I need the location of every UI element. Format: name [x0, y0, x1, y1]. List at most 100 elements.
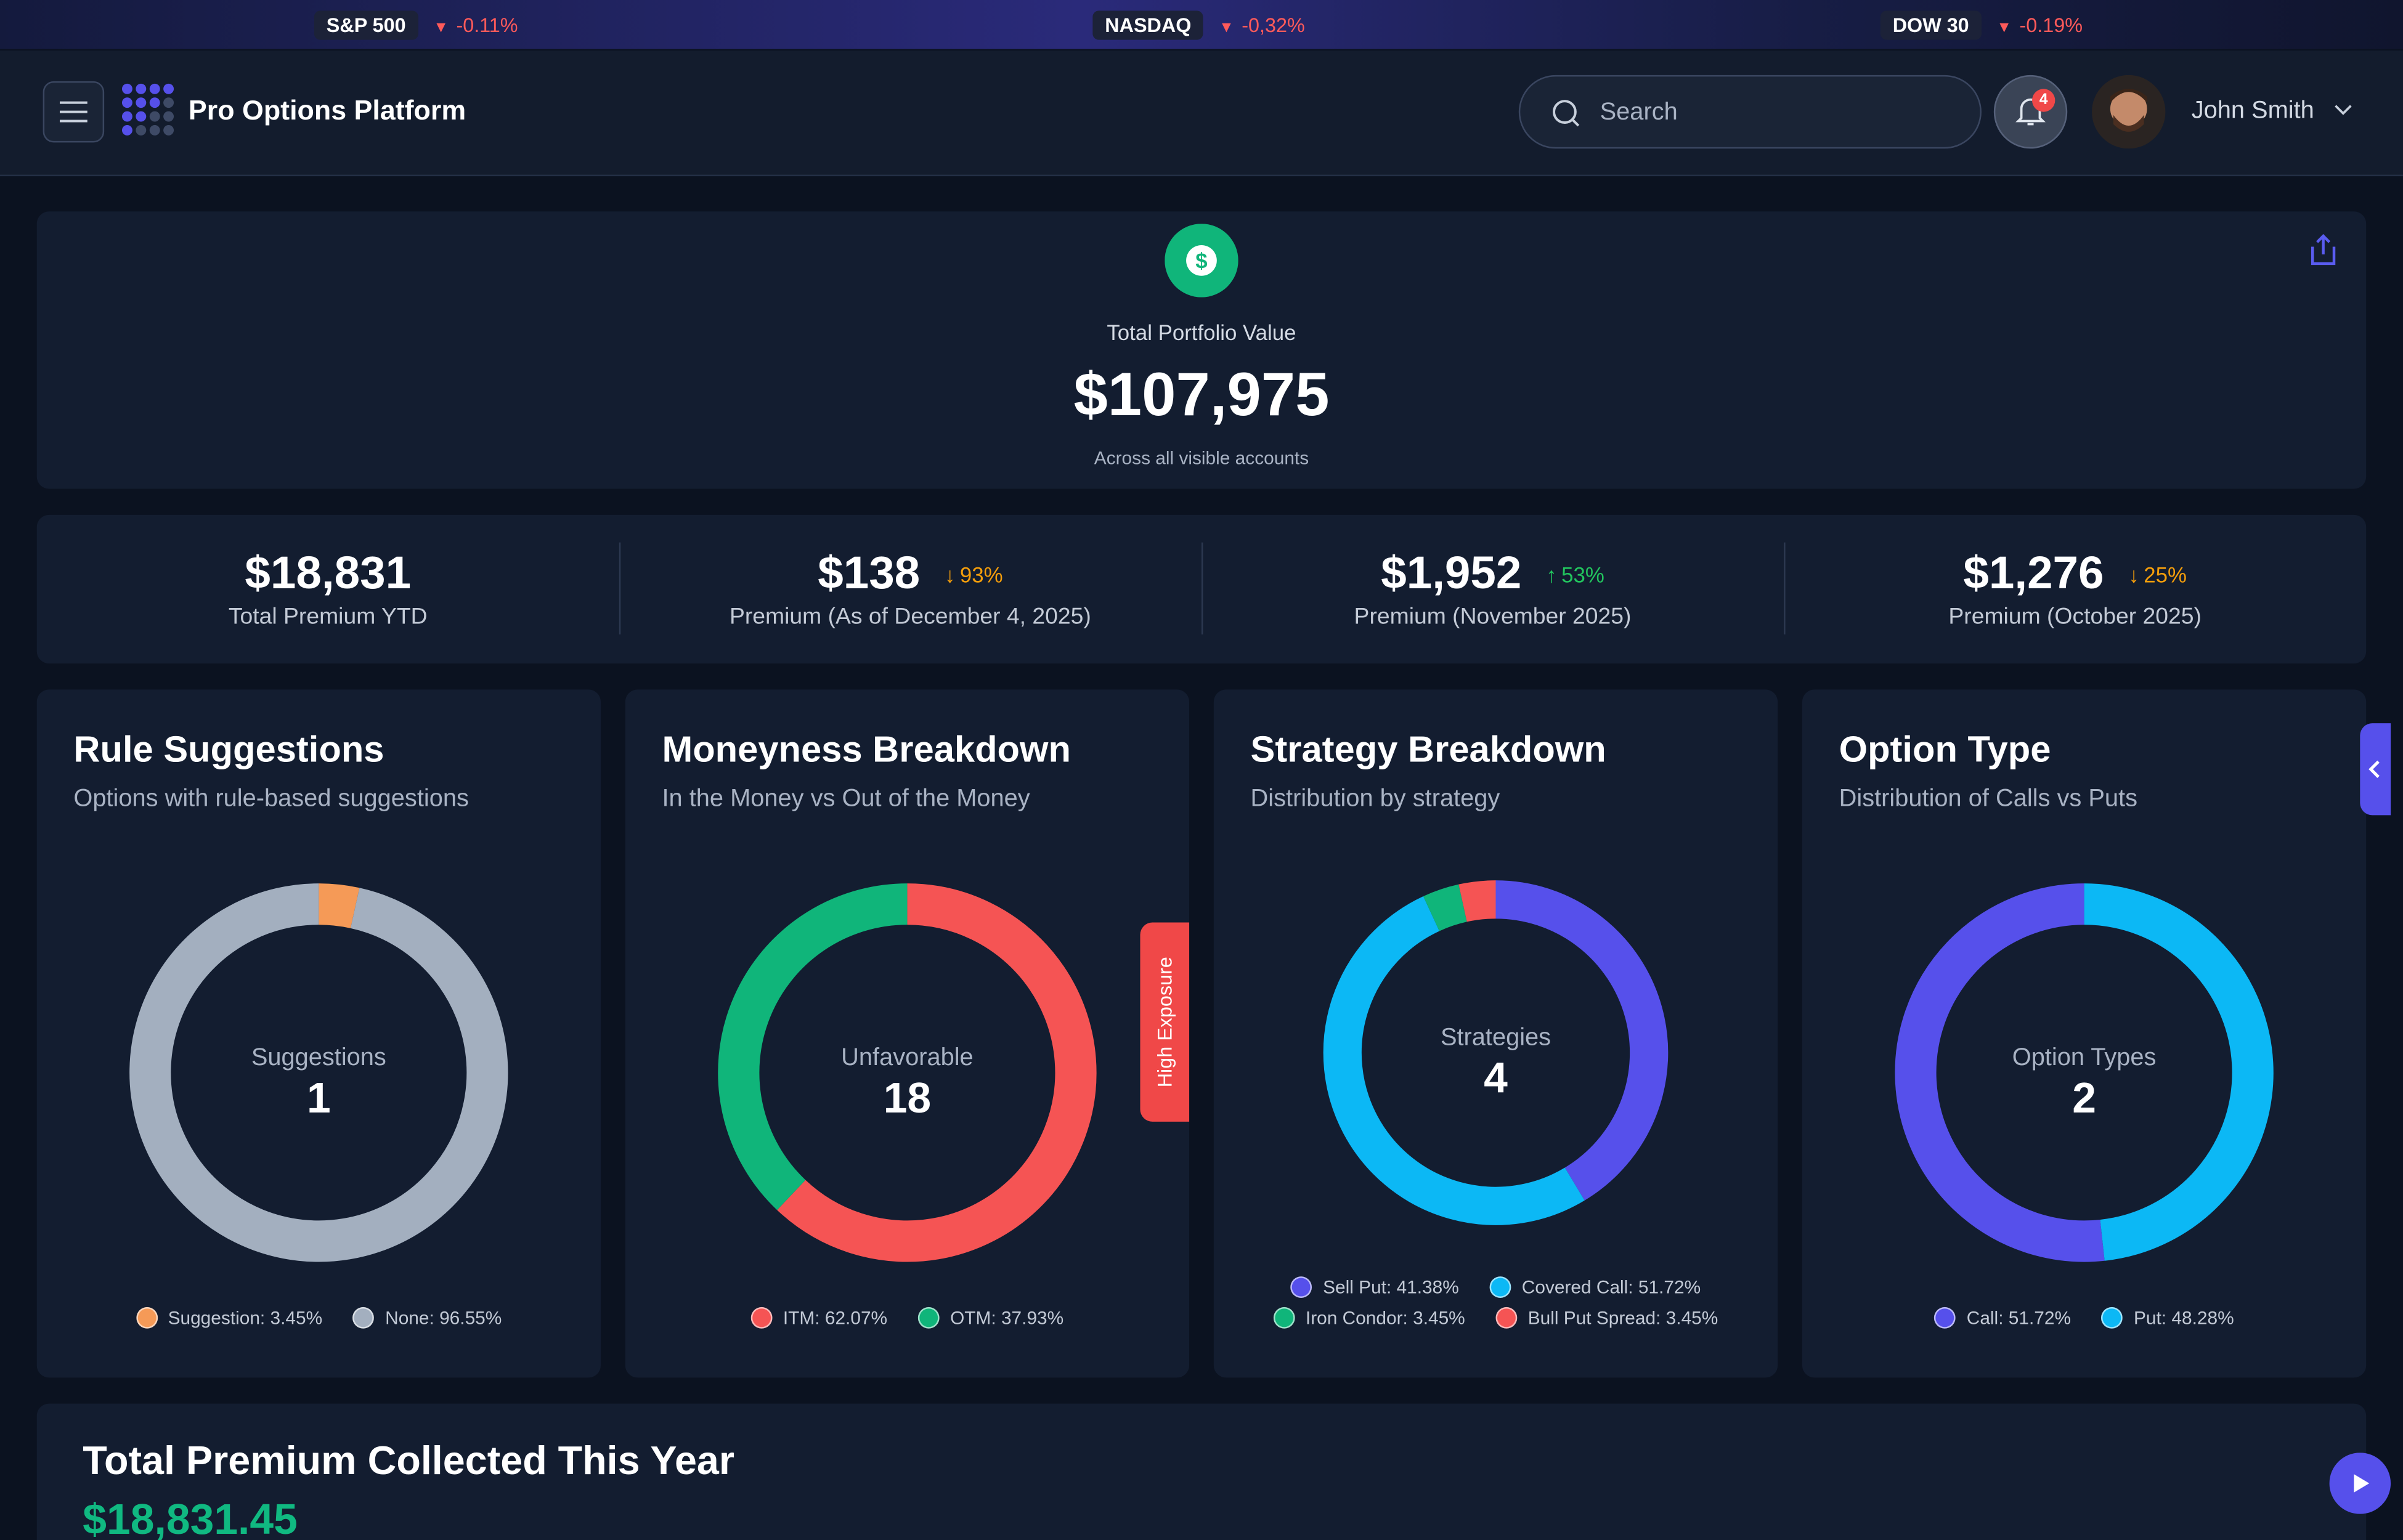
- donut-segment: [718, 883, 908, 1210]
- legend-label: Bull Put Spread: 3.45%: [1527, 1307, 1718, 1329]
- avatar[interactable]: [2092, 75, 2166, 149]
- legend-item: Call: 51.72%: [1934, 1307, 2071, 1329]
- breakdown-card: Moneyness Breakdown In the Money vs Out o…: [625, 689, 1190, 1378]
- card-subtitle: Distribution of Calls vs Puts: [1839, 786, 2137, 813]
- legend-swatch: [1290, 1276, 1312, 1298]
- legend: Suggestion: 3.45% None: 96.55%: [81, 1307, 556, 1329]
- ticker-change-wrap: ▼ -0.19%: [1996, 13, 2083, 36]
- stat: $18,831 Total Premium YTD: [37, 515, 619, 663]
- premium-card: Total Premium Collected This Year $18,83…: [36, 1403, 2367, 1540]
- user-name[interactable]: John Smith: [2191, 98, 2314, 124]
- ticker-item: NASDAQ ▼ -0,32%: [1092, 9, 1305, 40]
- premium-title: Total Premium Collected This Year: [83, 1437, 735, 1483]
- legend-swatch: [917, 1307, 940, 1329]
- premium-value: $18,831.45: [83, 1495, 298, 1540]
- stat: $1,276 ↓ 25% Premium (October 2025): [1784, 515, 2366, 663]
- legend: ITM: 62.07% OTM: 37.93%: [670, 1307, 1145, 1329]
- card-subtitle: Options with rule-based suggestions: [73, 786, 469, 813]
- app-title: Pro Options Platform: [188, 95, 466, 126]
- breakdown-card: Rule Suggestions Options with rule-based …: [36, 689, 601, 1378]
- high-exposure-tab[interactable]: High Exposure: [1140, 922, 1190, 1122]
- notification-badge: 4: [2032, 89, 2055, 112]
- stats-card: $18,831 Total Premium YTD $138 ↓ 93% Premium …: [36, 514, 2367, 664]
- legend-item: Bull Put Spread: 3.45%: [1495, 1307, 1718, 1329]
- legend-label: Suggestion: 3.45%: [168, 1307, 323, 1329]
- logo-dot: [121, 124, 132, 136]
- legend-swatch: [1273, 1307, 1295, 1329]
- menu-icon: [60, 101, 87, 123]
- donut-chart: Strategies 4: [1323, 880, 1669, 1225]
- donut-chart: Option Types 2: [1895, 883, 2274, 1262]
- card-subtitle: Distribution by strategy: [1250, 786, 1500, 813]
- header: Pro Options Platform Search 4 John Smith: [0, 51, 2403, 177]
- stat-value: $1,952: [1381, 548, 1522, 599]
- donut-segment: [1495, 880, 1669, 1201]
- donut-segment: [1423, 884, 1468, 931]
- donut-center-value: 18: [884, 1074, 931, 1122]
- legend-label: ITM: 62.07%: [783, 1307, 888, 1329]
- stat-row: $1,952 ↑ 53%: [1202, 549, 1784, 601]
- ticker-change-wrap: ▼ -0,32%: [1219, 13, 1305, 36]
- card-subtitle: In the Money vs Out of the Money: [662, 786, 1030, 813]
- dollar-icon: $: [1165, 224, 1238, 298]
- stat: $1,952 ↑ 53% Premium (November 2025): [1202, 515, 1784, 663]
- logo-dot: [136, 83, 147, 94]
- logo-dot: [121, 111, 132, 122]
- stat-change-wrap: ↑ 53%: [1546, 562, 1604, 587]
- portfolio-note: Across all visible accounts: [1094, 447, 1309, 469]
- donut-segment: [318, 883, 360, 929]
- down-arrow: ▼: [433, 19, 449, 36]
- donut-segment: [1895, 883, 2105, 1262]
- legend: Sell Put: 41.38% Covered Call: 51.72% Iron…: [1258, 1276, 1733, 1329]
- search-box[interactable]: Search: [1518, 75, 1982, 149]
- change-arrow: ↓: [945, 562, 956, 587]
- svg-text:$: $: [1195, 249, 1207, 273]
- ticker-bar: S&P 500 ▼ -0.11% NASDAQ ▼ -0,32% DOW 30 ▼ -0.19%: [0, 0, 2403, 49]
- side-panel-toggle[interactable]: [2360, 723, 2391, 816]
- user-chevron[interactable]: [2333, 103, 2354, 118]
- search-placeholder: Search: [1600, 99, 1678, 126]
- stat-row: $1,276 ↓ 25%: [1784, 549, 2366, 601]
- play-button[interactable]: [2329, 1453, 2391, 1514]
- stat: $138 ↓ 93% Premium (As of December 4, 2025): [619, 515, 1202, 663]
- card-title: Rule Suggestions: [73, 729, 384, 771]
- change-arrow: ↑: [1546, 562, 1557, 587]
- legend-label: None: 96.55%: [385, 1307, 502, 1329]
- logo-dot: [149, 83, 160, 94]
- logo-dot: [163, 97, 174, 108]
- logo: [121, 83, 174, 136]
- menu-button[interactable]: [43, 81, 105, 143]
- donut-center-value: 4: [1484, 1054, 1508, 1102]
- notification-button[interactable]: 4: [1993, 75, 2068, 149]
- stat-label: Premium (As of December 4, 2025): [729, 604, 1091, 630]
- donut-chart: Suggestions 1: [129, 883, 508, 1262]
- donut-center-value: 2: [2072, 1074, 2096, 1122]
- donut-center-label: Suggestions: [251, 1044, 386, 1071]
- legend-swatch: [352, 1307, 375, 1329]
- logo-dot: [149, 97, 160, 108]
- stat-label: Premium (October 2025): [1948, 604, 2202, 630]
- legend-item: Put: 48.28%: [2101, 1307, 2234, 1329]
- search-icon: [1553, 100, 1580, 127]
- logo-dot: [136, 124, 147, 136]
- stat-change-wrap: ↓ 25%: [2128, 562, 2187, 587]
- legend-label: Put: 48.28%: [2133, 1307, 2234, 1329]
- ticker-item: S&P 500 ▼ -0.11%: [314, 9, 518, 40]
- share-button[interactable]: [2308, 233, 2339, 267]
- logo-dot: [136, 111, 147, 122]
- logo-dot: [121, 97, 132, 108]
- logo-dot: [149, 111, 160, 122]
- ticker-change: -0,32%: [1242, 13, 1305, 36]
- portfolio-label: Total Portfolio Value: [1107, 320, 1296, 345]
- legend-item: ITM: 62.07%: [750, 1307, 888, 1329]
- stat-change: 93%: [959, 562, 1003, 587]
- stat-change: 53%: [1561, 562, 1604, 587]
- donut-segment: [2084, 883, 2274, 1261]
- logo-dot: [149, 124, 160, 136]
- card-title: Strategy Breakdown: [1250, 729, 1606, 771]
- portfolio-value: $107,975: [1073, 362, 1330, 429]
- portfolio-card: $ Total Portfolio Value $107,975 Across …: [36, 211, 2367, 489]
- logo-dot: [163, 83, 174, 94]
